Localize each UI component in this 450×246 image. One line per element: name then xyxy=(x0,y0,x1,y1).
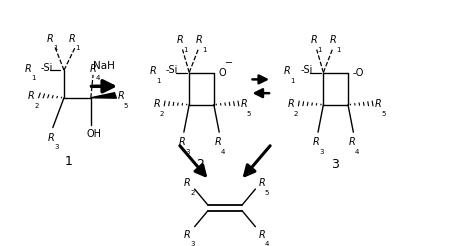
Text: 2: 2 xyxy=(294,111,298,117)
Text: $R$: $R$ xyxy=(176,33,184,45)
Text: $R$: $R$ xyxy=(117,90,125,101)
Text: $R$: $R$ xyxy=(312,135,320,147)
Text: $R$: $R$ xyxy=(258,228,266,240)
Text: -Si: -Si xyxy=(300,65,312,75)
Text: -Si: -Si xyxy=(166,65,178,75)
Text: $R$: $R$ xyxy=(184,228,191,240)
Text: $R$: $R$ xyxy=(329,33,337,45)
Text: $R$: $R$ xyxy=(46,32,54,44)
Text: 1: 1 xyxy=(76,46,80,51)
Text: $R$: $R$ xyxy=(214,135,222,147)
Text: O: O xyxy=(218,67,226,77)
Text: 3: 3 xyxy=(190,241,195,246)
Text: 3: 3 xyxy=(54,144,58,150)
Text: 1: 1 xyxy=(31,75,36,81)
Text: 5: 5 xyxy=(265,189,269,196)
Text: 4: 4 xyxy=(221,149,225,155)
Text: −: − xyxy=(225,58,233,68)
Text: $R$: $R$ xyxy=(24,62,32,74)
Text: $R$: $R$ xyxy=(149,64,157,76)
Text: $R$: $R$ xyxy=(153,97,160,109)
Text: 1: 1 xyxy=(290,77,295,84)
Text: $R$: $R$ xyxy=(194,33,202,45)
Text: 1: 1 xyxy=(317,46,322,53)
Text: OH: OH xyxy=(86,129,101,139)
Text: 3: 3 xyxy=(331,158,338,171)
Text: 3: 3 xyxy=(320,149,324,155)
Text: 4: 4 xyxy=(265,241,269,246)
Text: 3: 3 xyxy=(185,149,190,155)
Text: $R$: $R$ xyxy=(89,62,96,74)
Text: $R$: $R$ xyxy=(68,32,76,44)
Text: $R$: $R$ xyxy=(184,176,191,188)
Text: 5: 5 xyxy=(381,111,386,117)
Text: 1: 1 xyxy=(53,46,58,51)
Text: $R$: $R$ xyxy=(27,90,35,101)
Text: 1: 1 xyxy=(202,46,206,53)
Text: $R$: $R$ xyxy=(348,135,356,147)
Text: NaH: NaH xyxy=(93,61,115,71)
Text: $R$: $R$ xyxy=(283,64,291,76)
Text: 2: 2 xyxy=(160,111,164,117)
Text: $R$: $R$ xyxy=(258,176,266,188)
Text: 4: 4 xyxy=(355,149,360,155)
Text: $R$: $R$ xyxy=(287,97,295,109)
Text: 2: 2 xyxy=(190,189,195,196)
Text: -O: -O xyxy=(352,67,364,77)
Text: $R$: $R$ xyxy=(47,131,55,143)
Text: 1: 1 xyxy=(183,46,188,53)
Text: 1: 1 xyxy=(156,77,161,84)
Text: $R$: $R$ xyxy=(178,135,186,147)
Text: 2: 2 xyxy=(35,103,39,109)
Text: $R$: $R$ xyxy=(374,97,382,109)
Text: 5: 5 xyxy=(247,111,251,117)
Polygon shape xyxy=(91,93,117,98)
Text: 1: 1 xyxy=(64,155,72,169)
Text: 4: 4 xyxy=(96,75,100,81)
Text: 5: 5 xyxy=(124,103,128,109)
Text: $R$: $R$ xyxy=(310,33,318,45)
Text: $R$: $R$ xyxy=(240,97,248,109)
Text: 2: 2 xyxy=(197,158,204,171)
Text: 1: 1 xyxy=(336,46,340,53)
Text: -Si: -Si xyxy=(41,63,53,73)
